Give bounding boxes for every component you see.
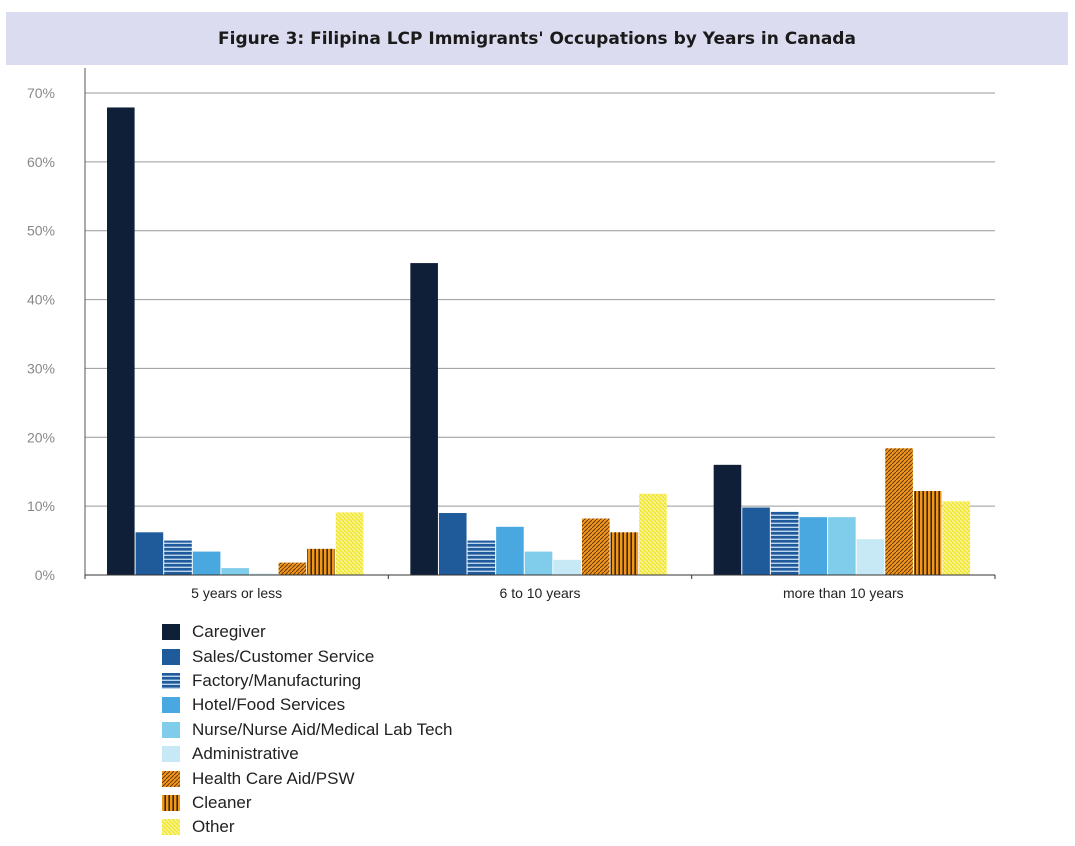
chart-title: Figure 3: Filipina LCP Immigrants' Occup… [218,28,856,49]
legend-label: Other [192,817,235,837]
legend-label: Hotel/Food Services [192,695,346,715]
legend-label: Health Care Aid/PSW [192,768,355,788]
y-tick-label: 40% [27,292,55,308]
bar-sales-customer-service [438,513,467,575]
bar-nurse-nurse-aid-medical-lab-tech [828,517,856,575]
bar-cleaner [913,490,942,575]
bar-factory-manufacturing [164,540,192,575]
x-tick-label: more than 10 years [783,585,904,601]
legend-item: Nurse/Nurse Aid/Medical Lab Tech [162,718,453,742]
x-tick-label: 6 to 10 years [500,585,581,601]
bar-administrative [553,559,581,575]
bar-health-care-aid-psw [885,448,913,575]
legend-label: Nurse/Nurse Aid/Medical Lab Tech [192,719,453,739]
legend-item: Hotel/Food Services [162,693,453,717]
legend-swatch [162,648,180,665]
chart-title-bar: Figure 3: Filipina LCP Immigrants' Occup… [6,12,1068,65]
legend-item: Health Care Aid/PSW [162,766,453,790]
bar-caregiver [713,464,742,575]
x-tick-label: 5 years or less [191,585,282,601]
y-tick-label: 0% [35,567,55,583]
legend-item: Administrative [162,742,453,766]
bar-hotel-food-services [496,526,524,575]
bar-other [639,493,667,575]
bar-other [335,512,364,575]
legend-label: Cleaner [192,792,252,812]
bar-sales-customer-service [742,507,770,575]
bar-nurse-nurse-aid-medical-lab-tech [524,551,553,575]
x-axis [84,68,996,579]
bar-factory-manufacturing [770,511,799,575]
legend: Caregiver Sales/Customer Service Factory/M… [162,620,453,840]
legend-swatch [162,697,180,714]
y-tick-label: 20% [27,429,55,445]
y-axis-ticks: 0% 10% 20% 30% 40% 50% 60% 70% [27,85,55,583]
x-axis-ticks: 5 years or less 6 to 10 years more than 10… [191,585,904,601]
legend-swatch [162,672,180,689]
legend-item: Factory/Manufacturing [162,669,453,693]
legend-label: Sales/Customer Service [192,646,375,666]
legend-swatch [162,746,180,763]
bar-cleaner [307,548,335,575]
bar-hotel-food-services [799,517,828,575]
bar-other [942,501,971,575]
legend-swatch [162,819,180,836]
y-tick-label: 60% [27,154,55,170]
y-tick-label: 50% [27,223,55,239]
legend-swatch [162,770,180,787]
y-tick-label: 70% [27,85,55,101]
bar-caregiver [107,107,135,576]
legend-swatch [162,721,180,738]
y-tick-label: 30% [27,360,55,376]
bar-nurse-nurse-aid-medical-lab-tech [221,568,249,575]
legend-label: Factory/Manufacturing [192,670,362,690]
legend-item: Caregiver [162,620,453,644]
legend-label: Caregiver [192,622,266,642]
bar-sales-customer-service [135,532,164,575]
bar-administrative [856,539,885,575]
legend-swatch [162,624,180,641]
legend-swatch [162,794,180,811]
bar-health-care-aid-psw [581,518,610,575]
legend-label: Administrative [192,744,299,764]
bar-cleaner [610,532,639,575]
bar-administrative [250,573,278,575]
bar-hotel-food-services [192,551,221,575]
bar-caregiver [410,263,438,575]
y-tick-label: 10% [27,498,55,514]
legend-item: Sales/Customer Service [162,644,453,668]
legend-item: Cleaner [162,791,453,815]
bar-factory-manufacturing [467,540,496,575]
legend-item: Other [162,815,453,839]
bar-health-care-aid-psw [278,562,307,575]
bars [107,107,971,576]
gridlines [85,92,995,507]
